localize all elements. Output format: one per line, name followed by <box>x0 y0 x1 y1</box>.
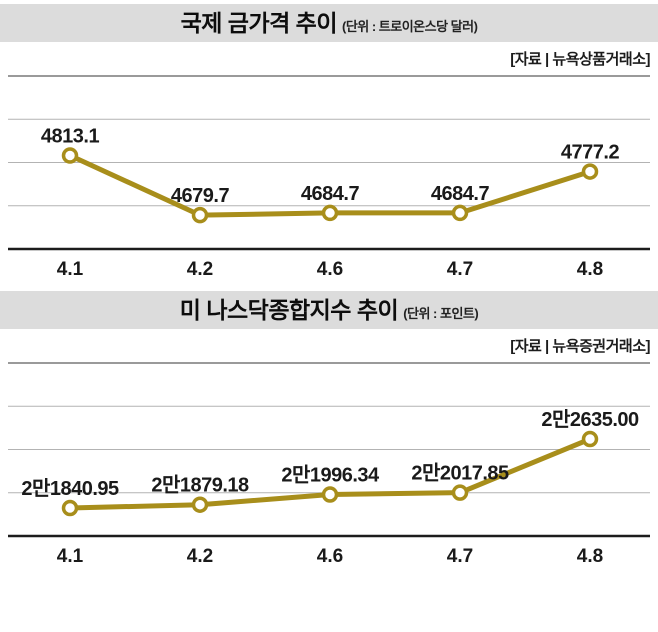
nasdaq-chart-unit-note: (단위 : 포인트) <box>403 305 479 321</box>
x-axis-label: 4.8 <box>577 259 603 280</box>
x-axis-label: 4.7 <box>447 546 473 567</box>
gold-chart-source: [자료 | 뉴욕상품거래소] <box>510 51 650 68</box>
data-point-label: 2만1996.34 <box>281 464 380 487</box>
data-point-marker <box>61 147 79 164</box>
x-axis-label: 4.6 <box>317 259 343 280</box>
gold-chart-unit-note: (단위 : 트로이온스당 달러) <box>341 18 478 34</box>
x-axis-label: 4.8 <box>577 546 603 567</box>
data-point-marker <box>451 484 469 501</box>
nasdaq-chart-source: [자료 | 뉴욕증권거래소] <box>510 338 650 355</box>
data-point-label: 4684.7 <box>431 183 490 205</box>
data-point-marker <box>581 163 599 180</box>
gold-price-line-chart: 4813.1 4.1 4679.7 4.2 4684.7 4.6 4684.7 4.7 4777… <box>8 75 650 280</box>
x-axis-label: 4.2 <box>187 259 213 280</box>
data-point-label: 4813.1 <box>41 126 100 148</box>
data-point-marker <box>581 430 599 448</box>
data-point-label: 4684.7 <box>301 183 360 205</box>
x-axis-label: 4.2 <box>187 546 213 567</box>
data-point-label: 2만2635.00 <box>541 408 639 431</box>
data-point-label: 4679.7 <box>171 185 230 207</box>
nasdaq-line-chart: 2만1840.95 4.1 2만1879.18 4.2 2만1996.34 4.6 2만20… <box>8 362 650 567</box>
x-axis-label: 4.6 <box>317 546 343 567</box>
gold-price-chart-section: 국제 금가격 추이 (단위 : 트로이온스당 달러) [자료 | 뉴욕상품거래소… <box>0 4 658 287</box>
data-point-label: 4777.2 <box>561 142 620 164</box>
data-point-marker <box>191 206 209 224</box>
data-point-label: 2만2017.85 <box>411 462 509 485</box>
x-axis-label: 4.1 <box>57 259 84 280</box>
nasdaq-chart-title-band: 미 나스닥종합지수 추이 (단위 : 포인트) <box>0 291 658 329</box>
data-point-marker <box>451 204 469 222</box>
x-axis-label: 4.1 <box>57 546 84 567</box>
nasdaq-chart-title: 미 나스닥종합지수 추이 <box>179 297 399 323</box>
data-point-label: 2만1840.95 <box>21 477 119 500</box>
gold-chart-title: 국제 금가격 추이 <box>180 10 338 36</box>
gold-chart-title-band: 국제 금가격 추이 (단위 : 트로이온스당 달러) <box>0 4 658 42</box>
data-point-marker <box>61 499 79 517</box>
data-point-marker <box>191 496 209 513</box>
x-axis-label: 4.7 <box>447 259 473 280</box>
nasdaq-chart-section: 미 나스닥종합지수 추이 (단위 : 포인트) [자료 | 뉴욕증권거래소] 2… <box>0 291 658 574</box>
data-point-label: 2만1879.18 <box>151 474 249 497</box>
data-point-marker <box>321 486 339 503</box>
data-point-marker <box>321 204 339 222</box>
